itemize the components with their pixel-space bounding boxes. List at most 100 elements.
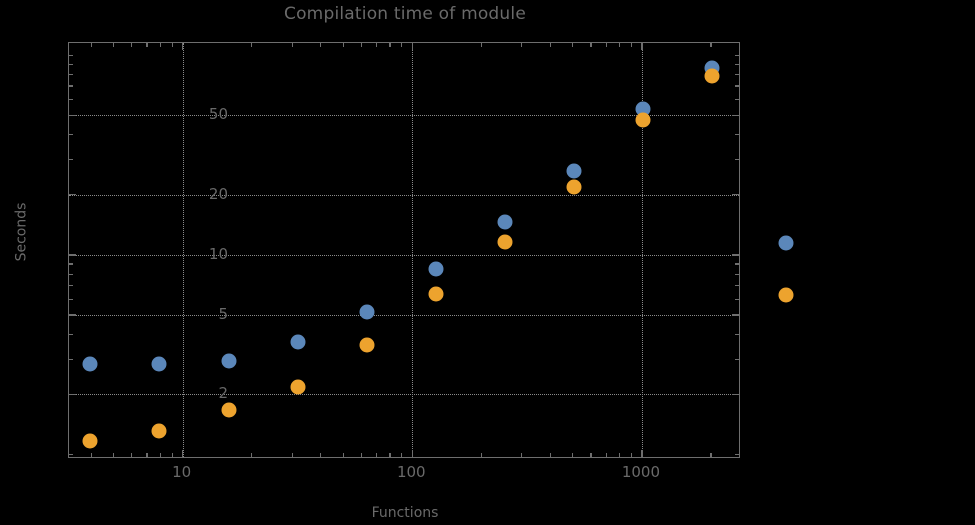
chart-title: Compilation time of module xyxy=(284,4,526,24)
y-axis-minor-tick xyxy=(735,133,739,136)
y-axis-tick-label: 50 xyxy=(208,105,228,124)
x-axis-minor-tick xyxy=(619,43,621,47)
y-axis-minor-tick xyxy=(69,273,73,275)
x-axis-tick xyxy=(181,450,184,457)
x-axis-tick xyxy=(181,43,184,50)
x-axis-minor-tick xyxy=(549,43,552,47)
y-axis-minor-tick xyxy=(735,453,739,456)
x-axis-minor-tick xyxy=(619,453,621,457)
x-axis-tick-label: 1000 xyxy=(621,463,661,481)
y-axis-minor-tick xyxy=(69,285,73,287)
x-axis-tick xyxy=(641,450,643,457)
x-axis-minor-tick xyxy=(572,43,574,47)
x-axis-minor-tick xyxy=(159,43,161,47)
data-point xyxy=(151,423,167,439)
y-axis-minor-tick xyxy=(735,298,739,300)
x-axis-minor-tick xyxy=(360,453,362,457)
x-axis-minor-tick xyxy=(521,43,523,47)
data-point xyxy=(359,337,375,353)
y-axis-tick xyxy=(69,194,76,196)
data-point xyxy=(151,356,167,372)
y-axis-minor-tick xyxy=(735,54,739,56)
y-axis-tick xyxy=(69,314,76,316)
gridline-horizontal xyxy=(69,115,739,117)
x-axis-title: Functions xyxy=(371,505,439,521)
y-axis-minor-tick xyxy=(69,298,73,300)
y-axis-minor-tick xyxy=(69,263,73,265)
x-axis-tick xyxy=(641,43,643,50)
y-axis-tick xyxy=(69,114,76,116)
data-point xyxy=(290,379,306,395)
x-axis-minor-tick xyxy=(320,453,322,457)
x-axis-minor-tick xyxy=(131,453,133,457)
x-axis-tick-label: 10 xyxy=(172,463,192,481)
y-axis-minor-tick xyxy=(735,85,739,87)
x-axis-minor-tick xyxy=(389,453,391,457)
y-axis-tick xyxy=(69,393,76,396)
y-axis-title: Seconds xyxy=(13,202,30,262)
x-axis-minor-tick xyxy=(146,453,148,457)
y-axis-minor-tick xyxy=(69,73,73,76)
data-point xyxy=(82,433,98,449)
x-axis-minor-tick xyxy=(376,43,378,47)
x-axis-minor-tick xyxy=(251,453,253,457)
y-axis-tick xyxy=(732,194,739,196)
y-axis-minor-tick xyxy=(69,453,73,456)
x-axis-minor-tick xyxy=(549,453,552,457)
y-axis-tick xyxy=(732,254,739,256)
y-axis-minor-tick xyxy=(735,158,739,161)
y-axis-minor-tick xyxy=(69,358,73,360)
data-point xyxy=(428,286,444,302)
gridline-horizontal xyxy=(69,394,739,396)
y-axis-tick xyxy=(732,114,739,116)
x-axis-minor-tick xyxy=(291,43,293,47)
y-axis-tick-label: 5 xyxy=(218,304,228,323)
x-axis-minor-tick xyxy=(605,453,607,457)
y-axis-minor-tick xyxy=(735,358,739,360)
y-axis-tick-label: 20 xyxy=(208,184,228,203)
x-axis-minor-tick xyxy=(605,43,607,47)
x-axis-minor-tick xyxy=(630,43,633,47)
y-axis-minor-tick xyxy=(69,54,73,56)
data-point xyxy=(635,112,651,128)
gridline-horizontal xyxy=(69,314,739,316)
data-point xyxy=(290,334,306,350)
y-axis-minor-tick xyxy=(69,63,73,65)
y-axis-minor-tick xyxy=(69,133,73,136)
x-axis-minor-tick xyxy=(401,43,403,47)
x-axis-minor-tick xyxy=(171,453,173,457)
data-point xyxy=(778,287,794,303)
x-axis-minor-tick xyxy=(342,453,344,457)
x-axis-minor-tick xyxy=(710,453,712,457)
data-point xyxy=(497,214,513,230)
x-axis-minor-tick xyxy=(480,453,482,457)
gridline-vertical xyxy=(641,43,643,457)
x-axis-minor-tick xyxy=(291,453,293,457)
gridline-vertical xyxy=(412,43,414,457)
y-axis-minor-tick xyxy=(735,98,739,101)
gridline-horizontal xyxy=(69,194,739,196)
y-axis-minor-tick xyxy=(735,285,739,287)
x-axis-minor-tick xyxy=(146,43,148,47)
y-axis-tick xyxy=(69,254,76,256)
y-axis-minor-tick xyxy=(735,63,739,65)
x-axis-tick xyxy=(411,450,413,457)
y-axis-minor-tick xyxy=(69,85,73,87)
y-axis-minor-tick xyxy=(735,273,739,275)
data-point xyxy=(221,402,237,418)
data-point xyxy=(566,179,582,195)
y-axis-tick xyxy=(732,314,739,316)
x-axis-minor-tick xyxy=(112,453,115,457)
x-axis-minor-tick xyxy=(389,43,391,47)
x-axis-minor-tick xyxy=(90,453,92,457)
y-axis-minor-tick xyxy=(735,263,739,265)
data-point xyxy=(566,163,582,179)
x-axis-minor-tick xyxy=(171,43,173,47)
x-axis-minor-tick xyxy=(112,43,115,47)
data-point xyxy=(704,68,720,84)
y-axis-minor-tick xyxy=(69,158,73,161)
x-axis-minor-tick xyxy=(401,453,403,457)
x-axis-minor-tick xyxy=(376,453,378,457)
x-axis-minor-tick xyxy=(590,43,592,47)
